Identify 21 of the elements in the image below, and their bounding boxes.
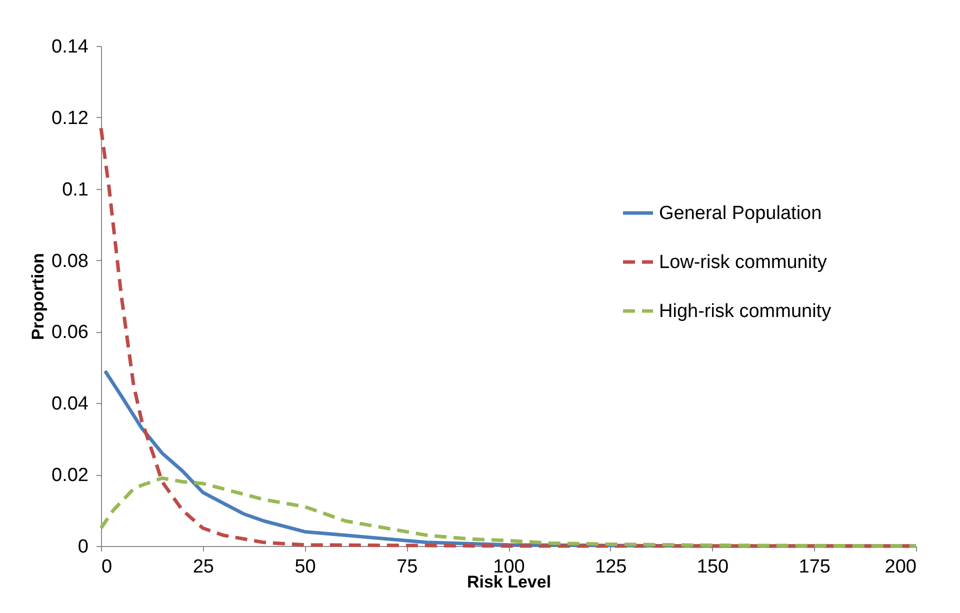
legend-label: Low-risk community [659,252,828,273]
x-tick-label: 50 [294,556,316,578]
y-tick-label: 0.14 [52,36,89,58]
x-tick-label: 0 [102,556,112,578]
legend-label: High-risk community [659,301,832,322]
legend-label: General Population [659,203,822,224]
y-tick-label: 0.08 [52,250,88,272]
x-tick-label: 200 [884,556,916,578]
x-tick-label: 125 [595,556,627,578]
y-tick-label: 0.02 [52,465,88,486]
x-tick-label: 175 [798,556,830,578]
y-axis-title: Proportion [28,253,48,340]
x-axis-title: Risk Level [466,572,552,592]
x-tick-label: 25 [192,556,214,578]
y-tick-label: 0 [78,536,88,558]
y-tick-label: 0.12 [52,108,88,129]
x-tick-label: 75 [396,556,418,578]
y-tick-label: 0.1 [62,179,88,200]
y-tick-label: 0.04 [52,394,89,415]
y-tick-label: 0.06 [52,322,88,344]
x-tick-label: 150 [696,556,729,578]
